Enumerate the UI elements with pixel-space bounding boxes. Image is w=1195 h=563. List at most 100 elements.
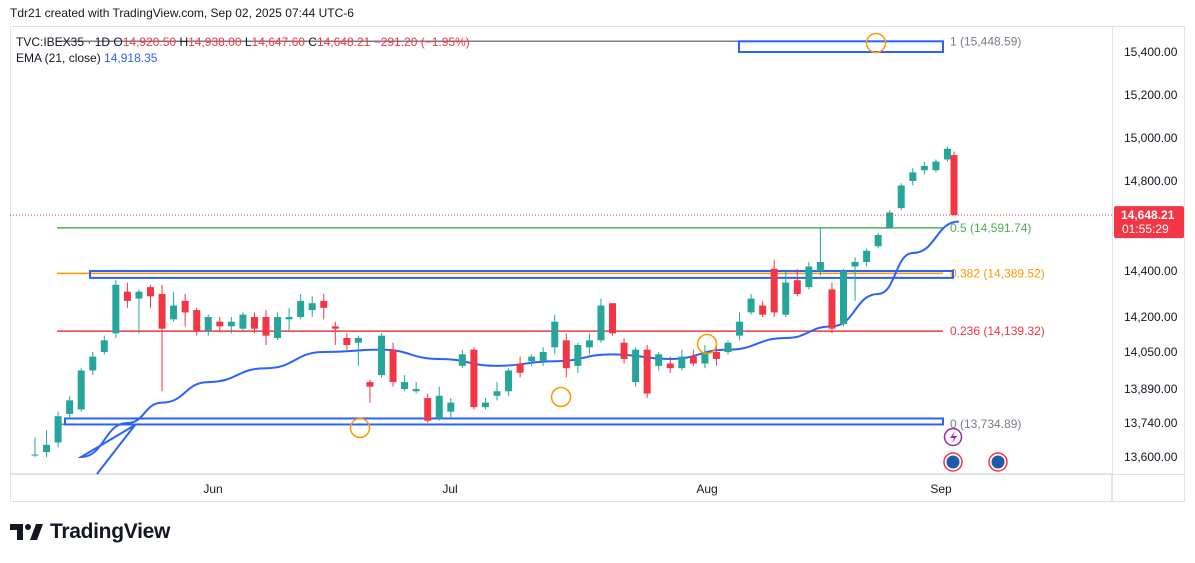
time-tick-label: Aug <box>696 482 717 496</box>
candle-body <box>932 161 940 171</box>
swing-low-marker <box>550 386 572 408</box>
price-tick-label: 15,400.00 <box>1124 45 1178 59</box>
candle-body <box>909 172 917 181</box>
axis-corner <box>1112 474 1185 502</box>
fib-level-label: 0 (13,734.89) <box>950 417 1021 431</box>
candle-body <box>863 250 871 262</box>
swing-high-marker <box>865 32 887 54</box>
candle-body <box>77 370 85 410</box>
candle-body <box>886 212 894 229</box>
candle-body <box>89 356 97 371</box>
price-tick-label: 15,200.00 <box>1124 88 1178 102</box>
candle-body <box>181 300 189 313</box>
breakout-box <box>89 270 954 279</box>
price-tick-label: 13,890.00 <box>1124 382 1178 396</box>
swing-low-marker <box>349 417 371 439</box>
price-axis[interactable] <box>1112 26 1185 474</box>
candle-body <box>308 303 316 311</box>
candle-body <box>736 321 744 336</box>
swing-low-marker <box>696 333 718 355</box>
price-tick-label: 14,400.00 <box>1124 264 1178 278</box>
flag-eu-icon <box>946 455 960 469</box>
candle-body <box>401 382 409 389</box>
candle-body <box>262 317 270 336</box>
candle-body <box>770 268 778 313</box>
support-box <box>64 417 944 426</box>
ema-line <box>77 220 960 475</box>
high-label: H <box>179 35 189 49</box>
time-tick-label: Jun <box>203 482 222 496</box>
candle-body <box>389 349 397 383</box>
candle-body <box>678 356 686 369</box>
time-tick-label: Jul <box>442 482 457 496</box>
last-price-tag <box>1114 206 1184 239</box>
candle-body <box>828 289 836 329</box>
candle-body <box>689 356 697 364</box>
chart-pane[interactable] <box>10 26 1112 474</box>
candle-body <box>874 235 882 247</box>
fib-level-label: 1 (15,448.59) <box>950 34 1021 48</box>
candle-body <box>170 305 178 320</box>
price-tick-label: 13,740.00 <box>1124 416 1178 430</box>
candle-body <box>366 382 374 387</box>
candle-body <box>632 349 640 383</box>
fib-level-label: 0.236 (14,139.32) <box>950 324 1045 338</box>
candle-body <box>250 317 258 329</box>
candle-body <box>447 402 455 412</box>
candle-body <box>609 303 616 334</box>
candle-body <box>528 356 536 362</box>
candle-body <box>950 155 958 216</box>
candle-body <box>378 335 385 376</box>
ohlc-legend-row: TVC:IBEX35 · 1D O14,920.50 H14,938.00 L1… <box>16 34 470 50</box>
close-label: C <box>308 35 317 49</box>
time-axis[interactable] <box>10 474 1112 502</box>
candle-body <box>759 305 767 315</box>
candle-body <box>643 349 651 394</box>
symbol-label[interactable]: TVC:IBEX35 · 1D <box>16 35 111 49</box>
candle-body <box>562 340 570 369</box>
fib-level-label: 0.382 (14,389.52) <box>950 266 1045 280</box>
price-tick-label: 14,200.00 <box>1124 310 1178 324</box>
lightning-icon <box>950 431 957 443</box>
candle-body <box>424 398 432 421</box>
price-tick-label: 15,000.00 <box>1124 131 1178 145</box>
fib-level-label: 0.5 (14,591.74) <box>950 221 1031 235</box>
candle-body <box>897 185 905 208</box>
candle-body <box>574 345 582 366</box>
candle-body <box>66 400 74 414</box>
tradingview-wordmark: TradingView <box>50 520 171 543</box>
candle-body <box>100 340 108 352</box>
resistance-box <box>738 40 944 53</box>
open-label: O <box>113 35 123 49</box>
candle-body <box>112 284 120 334</box>
candle-body <box>505 370 513 392</box>
countdown-label: 01:55:29 <box>1122 222 1169 236</box>
open-value: 14,920.50 <box>122 35 177 49</box>
candle-body <box>158 294 166 329</box>
candle-body <box>597 305 605 341</box>
candle-body <box>123 291 131 301</box>
candle-body <box>793 280 801 294</box>
ema-legend-row[interactable]: EMA (21, close) 14,918.35 <box>16 50 470 66</box>
candle-body <box>851 262 859 267</box>
flag-eu-icon <box>991 455 1005 469</box>
candle-body <box>331 326 339 329</box>
candle-body <box>343 338 351 345</box>
candle-body <box>747 298 755 313</box>
candle-body <box>655 354 663 366</box>
ema-label: EMA (21, close) <box>16 51 101 65</box>
candle-body <box>297 300 305 317</box>
candle-body <box>412 389 420 392</box>
candle-body <box>539 352 547 362</box>
price-tick-label: 13,600.00 <box>1124 450 1178 464</box>
candle-body <box>31 454 39 456</box>
price-tick-label: 14,050.00 <box>1124 345 1178 359</box>
candle-body <box>516 363 524 373</box>
chart-attribution: Tdr21 created with TradingView.com, Sep … <box>10 6 354 20</box>
candle-body <box>458 354 466 366</box>
candle-body <box>481 402 489 408</box>
candle-body <box>193 310 201 331</box>
candle-body <box>54 416 62 443</box>
candle-body <box>943 148 951 160</box>
low-value: 14,647.60 <box>251 35 305 49</box>
